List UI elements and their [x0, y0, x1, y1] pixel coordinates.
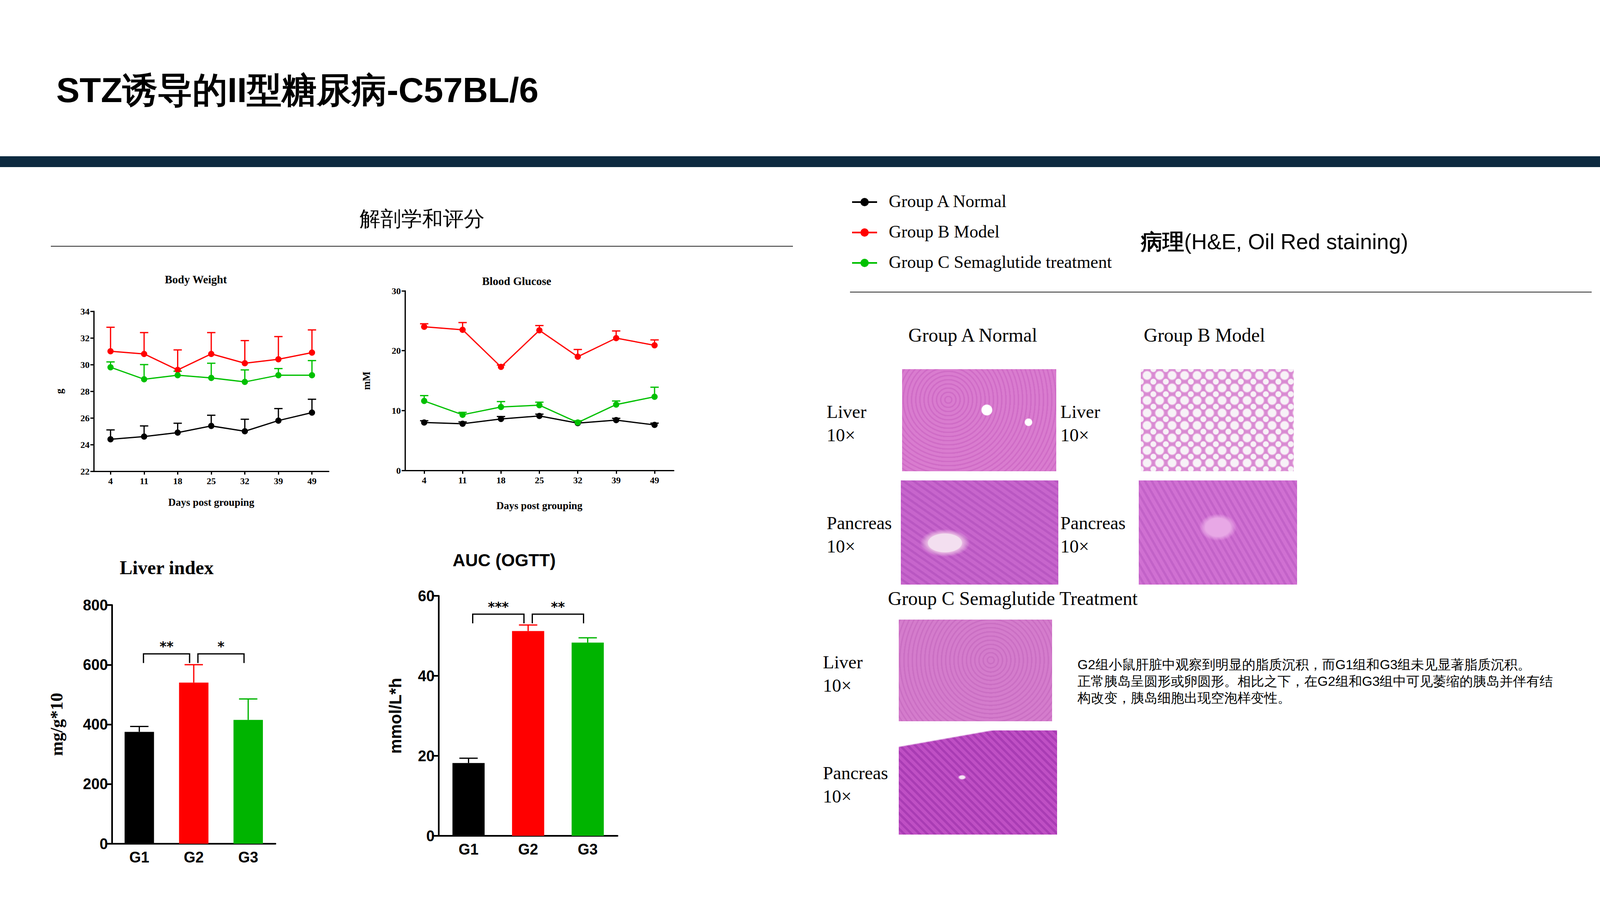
svg-text:28: 28: [80, 386, 90, 397]
svg-text:400: 400: [82, 715, 108, 733]
html-text:Pancreas: Pancreas: [1060, 512, 1126, 534]
svg-text:0: 0: [426, 827, 435, 845]
svg-text:39: 39: [611, 475, 621, 486]
svg-text:G1: G1: [129, 848, 150, 866]
svg-text:24: 24: [80, 439, 90, 450]
html-text:10×: 10×: [826, 425, 856, 446]
svg-text:49: 49: [650, 475, 660, 486]
svg-text:22: 22: [80, 466, 90, 477]
svg-text:18: 18: [496, 475, 506, 486]
svg-text:20: 20: [391, 345, 401, 356]
html-text:病理(H&E, Oil Red staining): 病理(H&E, Oil Red staining): [1140, 229, 1409, 254]
html-text:正常胰岛呈圆形或卵圆形。相比之下，在G2组和G3组中可见萎缩: 正常胰岛呈圆形或卵圆形。相比之下，在G2组和G3组中可见萎缩的胰岛并伴有结构改变…: [1077, 673, 1554, 706]
html-text:Pancreas: Pancreas: [826, 512, 892, 534]
html-text:G2组小鼠肝脏中观察到明显的脂质沉积，而G1组和G3组未见显: G2组小鼠肝脏中观察到明显的脂质沉积，而G1组和G3组未见显著脂质沉积。: [1077, 657, 1531, 673]
svg-text:10: 10: [391, 405, 401, 416]
html-text:解剖学和评分: 解剖学和评分: [359, 207, 485, 231]
html-text:Group B Model: Group B Model: [888, 222, 1000, 242]
html-text:Group C Semaglutide treatment: Group C Semaglutide treatment: [888, 252, 1112, 272]
svg-text:*: *: [217, 638, 225, 655]
svg-text:**: **: [550, 598, 565, 615]
svg-text:**: **: [159, 638, 174, 655]
svg-text:4: 4: [422, 475, 427, 486]
svg-text:40: 40: [417, 667, 435, 685]
svg-text:32: 32: [240, 475, 250, 487]
svg-text:Liver index: Liver index: [119, 557, 214, 579]
svg-text:AUC (OGTT): AUC (OGTT): [452, 550, 556, 570]
svg-text:***: ***: [487, 598, 509, 615]
svg-text:0: 0: [99, 835, 108, 853]
html-text:Liver: Liver: [826, 401, 867, 423]
svg-text:mmol/L*h: mmol/L*h: [386, 677, 405, 754]
svg-text:20: 20: [417, 747, 435, 765]
svg-text:26: 26: [80, 412, 90, 424]
svg-text:600: 600: [82, 656, 108, 674]
svg-text:0: 0: [396, 465, 401, 476]
html-text:Group A Normal: Group A Normal: [908, 324, 1038, 346]
svg-text:G2: G2: [183, 848, 204, 866]
html-text:10×: 10×: [822, 786, 852, 807]
svg-text:g: g: [53, 388, 65, 394]
svg-text:G1: G1: [458, 840, 479, 858]
svg-text:25: 25: [535, 475, 545, 486]
svg-text:200: 200: [82, 775, 108, 793]
html-text:Liver: Liver: [1060, 401, 1101, 423]
svg-text:11: 11: [458, 475, 468, 486]
html-text:10×: 10×: [826, 536, 856, 557]
svg-text:34: 34: [80, 306, 90, 317]
svg-text:mM: mM: [360, 371, 373, 390]
svg-text:Days post grouping: Days post grouping: [168, 496, 255, 508]
svg-text:60: 60: [417, 587, 435, 605]
svg-text:32: 32: [80, 332, 90, 344]
html-text:Group A Normal: Group A Normal: [888, 191, 1007, 211]
svg-text:30: 30: [80, 359, 90, 370]
svg-text:Body Weight: Body Weight: [165, 273, 228, 286]
html-text:Group C Semaglutide Treatment: Group C Semaglutide Treatment: [887, 587, 1138, 610]
svg-text:39: 39: [273, 475, 283, 487]
html-text:10×: 10×: [1060, 536, 1090, 557]
svg-text:Days post grouping: Days post grouping: [496, 500, 583, 512]
svg-text:G3: G3: [238, 848, 259, 866]
svg-text:18: 18: [172, 475, 183, 487]
svg-text:30: 30: [391, 285, 401, 297]
svg-text:800: 800: [82, 596, 108, 614]
svg-text:11: 11: [139, 475, 149, 487]
svg-text:4: 4: [108, 475, 113, 487]
html-text:Liver: Liver: [822, 652, 863, 673]
svg-text:Blood Glucose: Blood Glucose: [482, 275, 552, 288]
html-text:Pancreas: Pancreas: [822, 762, 889, 784]
svg-text:32: 32: [573, 475, 583, 486]
html-text:10×: 10×: [822, 675, 852, 696]
html-text:Group B Model: Group B Model: [1143, 324, 1266, 346]
svg-text:G2: G2: [517, 840, 538, 858]
svg-text:G3: G3: [577, 840, 598, 858]
svg-text:49: 49: [307, 475, 317, 487]
html-text:STZ诱导的II型糖尿病-C57BL/6: STZ诱导的II型糖尿病-C57BL/6: [56, 70, 539, 110]
svg-text:25: 25: [206, 475, 216, 487]
html-text:10×: 10×: [1060, 425, 1090, 446]
svg-text:mg/g*10: mg/g*10: [47, 692, 67, 757]
